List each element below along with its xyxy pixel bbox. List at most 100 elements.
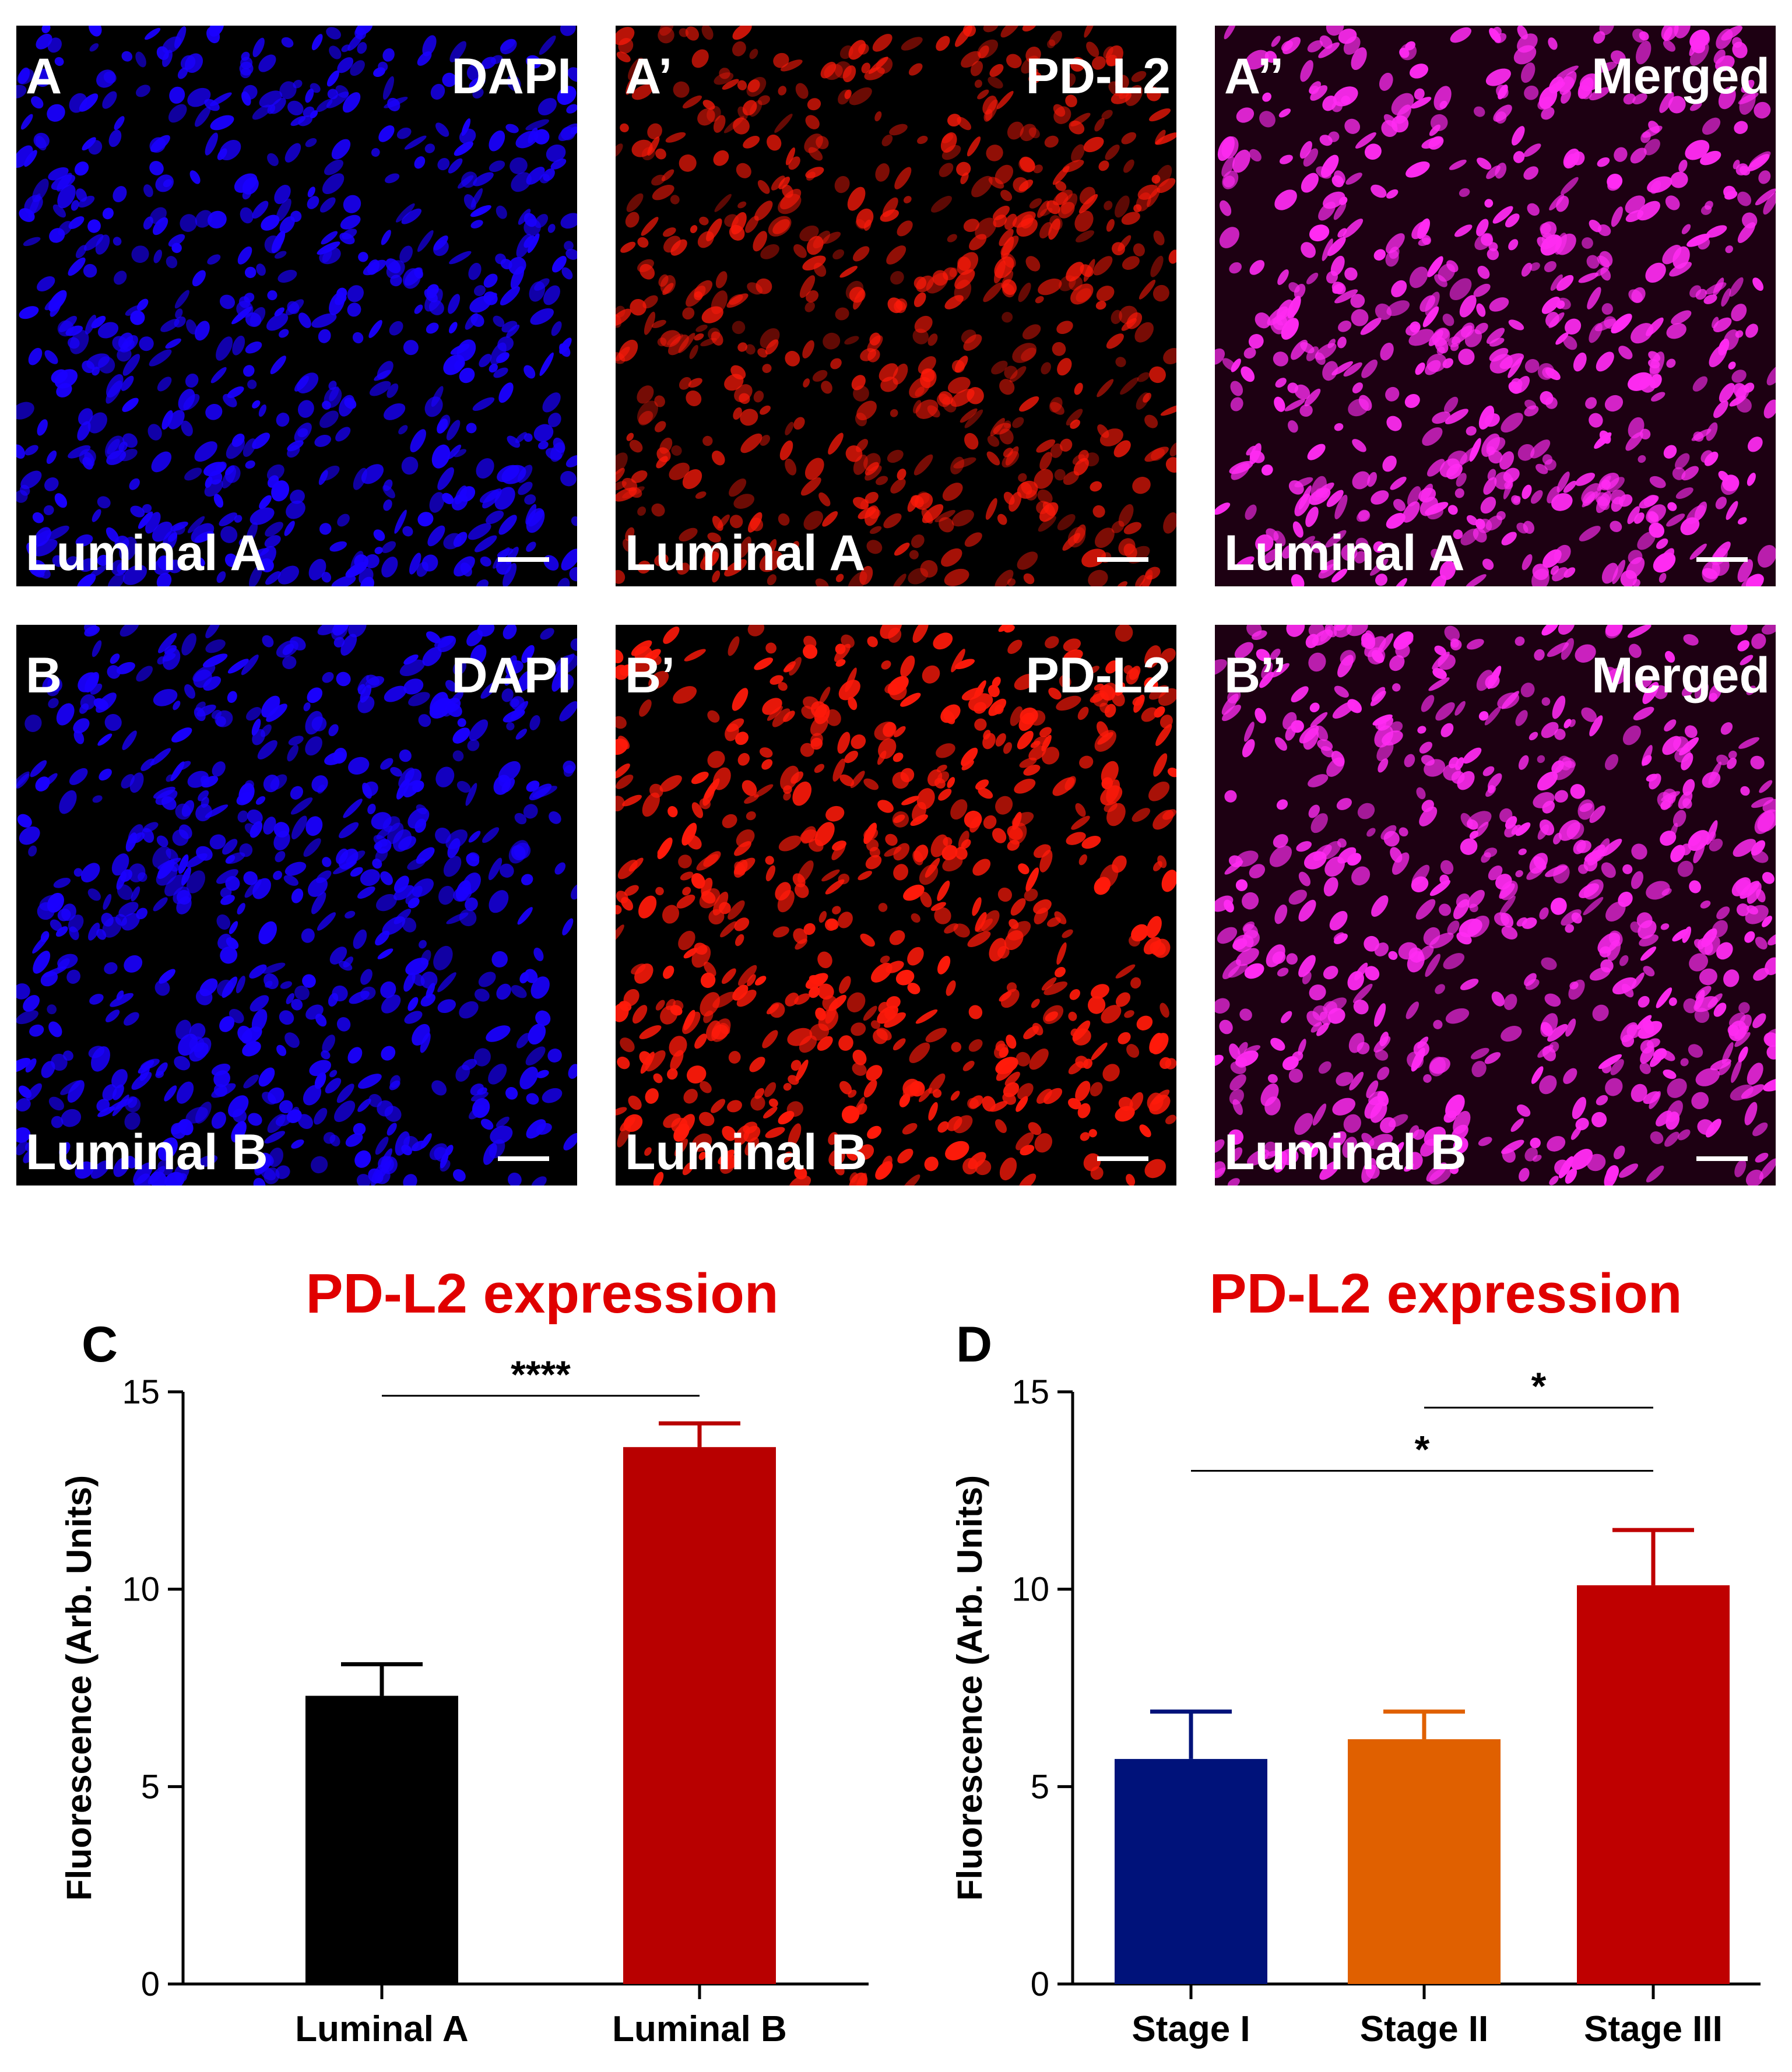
cell-nucleus	[519, 1067, 539, 1090]
cell-nucleus	[16, 444, 26, 459]
cell-nucleus	[1355, 537, 1369, 551]
cell-nucleus	[318, 329, 331, 343]
cell-nucleus	[147, 424, 162, 441]
cell-nucleus	[1628, 550, 1643, 565]
cell-nucleus	[1148, 108, 1171, 122]
cell-nucleus	[1550, 274, 1563, 291]
cell-nucleus	[1028, 745, 1046, 761]
cell-nucleus	[364, 554, 380, 568]
cell-nucleus	[1069, 989, 1080, 1000]
cell-nucleus	[1007, 639, 1023, 654]
cell-nucleus	[964, 409, 983, 428]
cell-nucleus	[1333, 932, 1344, 941]
cell-nucleus	[393, 875, 409, 893]
cell-nucleus	[697, 231, 714, 248]
cell-nucleus	[334, 1100, 356, 1123]
cell-nucleus	[1635, 676, 1652, 689]
cell-nucleus	[909, 1042, 930, 1063]
cell-nucleus	[779, 440, 793, 460]
cell-nucleus	[477, 625, 495, 637]
cell-nucleus	[535, 1010, 551, 1026]
cell-nucleus	[738, 965, 757, 986]
cell-nucleus	[426, 322, 439, 334]
cell-nucleus	[503, 563, 517, 586]
cell-nucleus	[396, 127, 412, 139]
cell-nucleus	[1513, 495, 1521, 504]
x-tick-label: Stage III	[1584, 2009, 1723, 2049]
cell-nucleus	[1322, 361, 1338, 381]
cell-nucleus	[1308, 652, 1326, 672]
cell-nucleus	[1232, 149, 1250, 173]
cell-nucleus	[1243, 1045, 1261, 1054]
cell-nucleus	[80, 694, 96, 710]
cell-nucleus	[779, 188, 802, 210]
y-tick-label: 10	[122, 1571, 160, 1609]
cell-nucleus	[447, 444, 462, 459]
cell-nucleus	[404, 267, 423, 286]
cell-nucleus	[1693, 843, 1705, 864]
cell-nucleus	[571, 516, 577, 526]
cell-nucleus	[1738, 1046, 1748, 1063]
cell-nucleus	[322, 173, 345, 195]
cell-nucleus	[679, 527, 698, 542]
cell-nucleus	[1747, 473, 1756, 486]
cell-nucleus	[1150, 1033, 1169, 1055]
cell-nucleus	[1003, 420, 1011, 428]
cell-nucleus	[1090, 1166, 1104, 1180]
cell-nucleus	[920, 891, 932, 907]
cell-nucleus	[1249, 260, 1265, 275]
cell-nucleus	[986, 451, 1000, 466]
cell-nucleus	[1411, 221, 1428, 240]
cell-nucleus	[108, 129, 122, 147]
cell-nucleus	[874, 111, 882, 122]
cell-nucleus	[1294, 283, 1306, 299]
cell-nucleus	[1217, 927, 1238, 944]
cell-nucleus	[486, 1025, 511, 1042]
cell-nucleus	[329, 292, 345, 315]
cell-nucleus	[760, 405, 771, 415]
cell-nucleus	[156, 572, 172, 586]
cell-nucleus	[1442, 358, 1453, 368]
cell-nucleus	[536, 1070, 549, 1078]
cell-nucleus	[139, 336, 154, 351]
cell-nucleus	[36, 565, 51, 579]
cell-nucleus	[1554, 729, 1566, 740]
cell-nucleus	[1052, 166, 1070, 185]
cell-nucleus	[1515, 822, 1531, 836]
cell-nucleus	[71, 200, 79, 211]
cell-nucleus	[35, 136, 47, 151]
cell-nucleus	[305, 138, 317, 147]
cell-nucleus	[656, 447, 671, 463]
cell-nucleus	[449, 251, 472, 265]
cell-nucleus	[287, 100, 304, 116]
cell-nucleus	[482, 827, 500, 843]
cell-nucleus	[482, 488, 502, 509]
cell-nucleus	[59, 1142, 71, 1157]
cell-nucleus	[899, 1093, 911, 1107]
cell-nucleus	[1094, 730, 1116, 752]
cell-nucleus	[1328, 131, 1340, 142]
cell-nucleus	[995, 1119, 1007, 1133]
cell-nucleus	[1343, 362, 1362, 377]
cell-nucleus	[678, 854, 692, 868]
cell-nucleus	[390, 766, 402, 777]
cell-nucleus	[778, 513, 790, 526]
cell-nucleus	[928, 1102, 938, 1121]
cell-nucleus	[1255, 312, 1271, 329]
cell-nucleus	[1425, 954, 1440, 977]
cell-nucleus	[1159, 715, 1173, 729]
cell-nucleus	[213, 1070, 231, 1088]
cell-nucleus	[869, 332, 881, 346]
cell-nucleus	[1371, 490, 1389, 505]
cell-nucleus	[1443, 396, 1459, 413]
cell-nucleus	[1733, 383, 1747, 398]
cell-nucleus	[237, 903, 245, 915]
cell-nucleus	[1070, 419, 1080, 429]
cell-nucleus	[1575, 473, 1596, 486]
cell-nucleus	[1751, 633, 1766, 649]
cell-nucleus	[1515, 636, 1525, 646]
cell-nucleus	[1645, 262, 1666, 283]
cell-nucleus	[1054, 911, 1067, 924]
cell-nucleus	[567, 67, 577, 82]
cell-nucleus	[631, 84, 653, 100]
